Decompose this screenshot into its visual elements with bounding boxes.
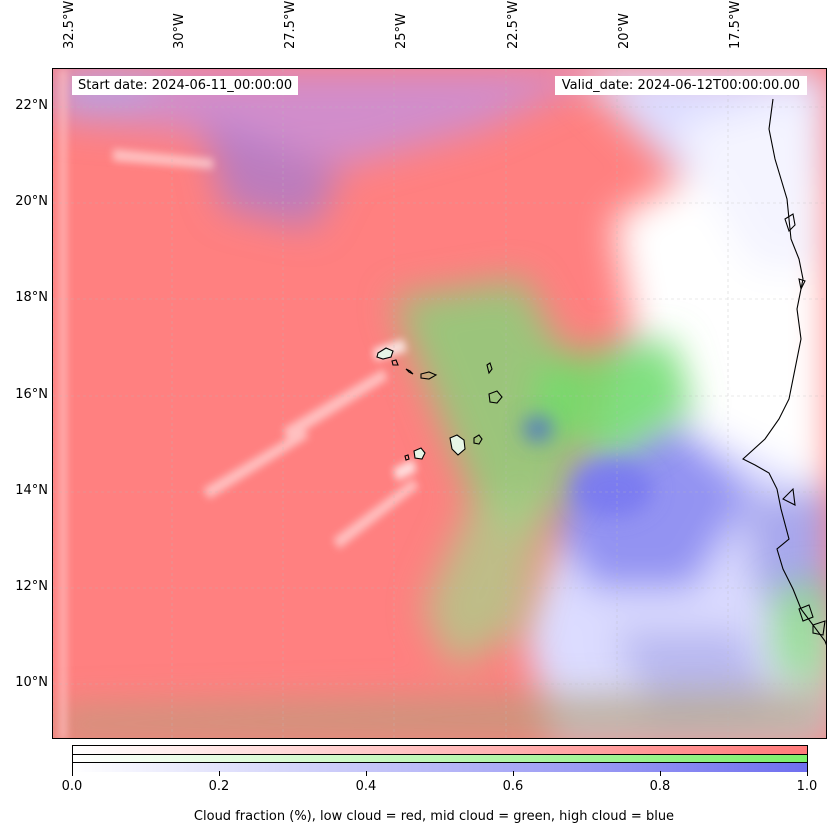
lon-label: 27.5°W [273,0,298,64]
cape-verde-islands [376,347,503,461]
colorbar-tick [513,771,514,776]
lat-label: 16°N [15,387,48,402]
lon-label-text: 30°W [172,13,187,49]
lon-label: 32.5°W [52,0,77,64]
colorbar-tick [660,771,661,776]
graticule [53,69,826,738]
lat-label: 10°N [15,675,48,690]
colorbar-tick-label: 0.2 [208,779,230,794]
colorbar-title: Cloud fraction (%), low cloud = red, mid… [193,809,675,824]
low-cloud-streaks [59,69,419,738]
colorbar [72,745,808,772]
colorbar-mid-cloud [73,754,807,763]
lat-label: 18°N [15,290,48,305]
lat-label: 12°N [15,579,48,594]
coastline [742,98,826,646]
colorbar-tick-label: 0.0 [61,779,83,794]
deep-high-cloud-core [524,417,653,517]
lat-label: 14°N [15,483,48,498]
colorbar-tick-label: 0.6 [502,779,524,794]
colorbar-high-cloud [73,762,807,772]
map-panel[interactable] [52,68,827,739]
valid-date-label: Valid_date: 2024-06-12T00:00:00.00 [554,76,807,95]
lon-label-text: 32.5°W [62,0,77,49]
colorbar-tick [72,771,73,776]
lon-label: 17.5°W [718,0,743,64]
lon-label: 20°W [607,0,632,64]
lon-label-text: 17.5°W [728,0,743,49]
lon-label-text: 25°W [394,13,409,49]
colorbar-tick [219,771,220,776]
cloud-fraction-map[interactable] [53,69,827,739]
mid-cloud-layer [53,279,826,738]
lon-label-text: 22.5°W [506,0,521,49]
colorbar-tick-label: 0.4 [355,779,377,794]
lon-label-text: 27.5°W [283,0,298,49]
colorbar-low-cloud [73,746,807,754]
lon-label: 30°W [162,0,187,64]
colorbar-tick [807,771,808,776]
lat-label: 20°N [15,194,48,209]
lon-label: 25°W [384,0,409,64]
colorbar-tick [366,771,367,776]
lat-label: 22°N [15,98,48,113]
colorbar-tick-label: 1.0 [796,779,818,794]
lon-label: 22.5°W [496,0,521,64]
start-date-label: Start date: 2024-06-11_00:00:00 [72,76,299,95]
lon-label-text: 20°W [617,13,632,49]
colorbar-tick-label: 0.8 [649,779,671,794]
